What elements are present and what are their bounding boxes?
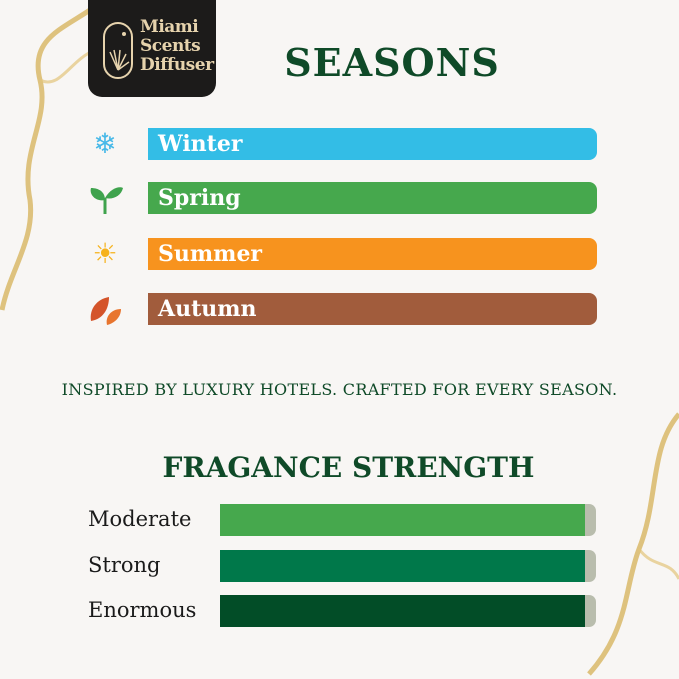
sun-icon: ☀ <box>92 237 118 270</box>
strength-bar-track <box>220 550 596 582</box>
strength-label: Moderate <box>88 507 192 531</box>
strength-row-enormous: Enormous <box>88 595 598 627</box>
gold-marble-decoration-right <box>587 412 679 676</box>
strength-bar-track <box>220 504 596 536</box>
strength-bar-fill <box>220 504 585 536</box>
strength-bar-fill <box>220 550 585 582</box>
palm-arch-icon <box>103 22 133 79</box>
seasons-title: SEASONS <box>284 40 500 85</box>
brand-name: Miami Scents Diffuser <box>140 18 214 75</box>
strength-label: Strong <box>88 553 161 577</box>
tagline: INSPIRED BY LUXURY HOTELS. CRAFTED FOR E… <box>61 380 618 399</box>
autumn-leaves-icon <box>85 291 125 327</box>
season-row-autumn: Autumn <box>85 293 597 325</box>
season-row-spring: Spring <box>85 182 597 214</box>
strength-row-moderate: Moderate <box>88 504 598 536</box>
season-bar: Summer <box>148 238 597 270</box>
strength-bar-fill <box>220 595 585 627</box>
strength-bar-track <box>220 595 596 627</box>
brand-line: Diffuser <box>140 55 214 75</box>
strength-label: Enormous <box>88 598 197 622</box>
brand-logo: Miami Scents Diffuser <box>88 0 216 97</box>
season-bar: Winter <box>148 128 597 160</box>
brand-line: Scents <box>140 36 201 56</box>
season-row-summer: ☀ Summer <box>85 237 597 270</box>
season-row-winter: ❄ Winter <box>85 127 597 160</box>
brand-line: Miami <box>140 17 199 37</box>
strength-row-strong: Strong <box>88 550 598 582</box>
strength-title: FRAGANCE STRENGTH <box>162 451 535 484</box>
season-bar: Spring <box>148 182 597 214</box>
sprout-icon <box>85 180 125 216</box>
season-bar: Autumn <box>148 293 597 325</box>
snowflake-icon: ❄ <box>93 127 117 160</box>
